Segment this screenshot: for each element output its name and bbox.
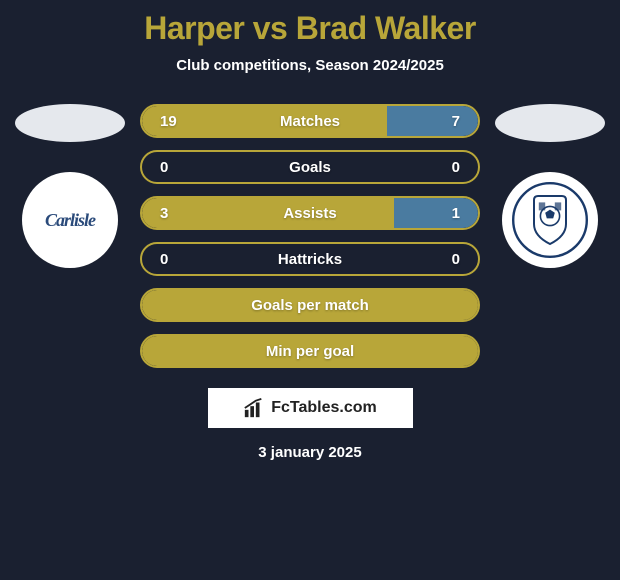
player-photo-right	[495, 104, 605, 142]
stat-label: Hattricks	[192, 251, 428, 268]
club-badge-left: Carlisle	[22, 172, 118, 268]
watermark[interactable]: FcTables.com	[208, 388, 413, 428]
stat-value-left: 0	[142, 251, 192, 268]
stat-bar: 19Matches7	[140, 104, 480, 138]
stat-label: Min per goal	[192, 343, 428, 360]
stat-value-left: 19	[142, 113, 192, 130]
main-row: Carlisle 19Matches70Goals03Assists10Hatt…	[0, 104, 620, 368]
stat-value-left: 0	[142, 159, 192, 176]
stat-label: Goals	[192, 159, 428, 176]
watermark-text: FcTables.com	[271, 399, 377, 417]
page-subtitle: Club competitions, Season 2024/2025	[0, 57, 620, 74]
stat-value-right: 7	[428, 113, 478, 130]
stat-label: Assists	[192, 205, 428, 222]
comparison-widget: Harper vs Brad Walker Club competitions,…	[0, 0, 620, 461]
shield-icon	[510, 180, 590, 260]
chart-icon	[243, 397, 265, 419]
stat-bar: Min per goal	[140, 334, 480, 368]
stat-bar: 3Assists1	[140, 196, 480, 230]
right-column	[490, 104, 610, 268]
stat-label: Matches	[192, 113, 428, 130]
stat-bar: Goals per match	[140, 288, 480, 322]
club-badge-right	[502, 172, 598, 268]
stat-bar: 0Goals0	[140, 150, 480, 184]
stat-value-right: 0	[428, 251, 478, 268]
page-title: Harper vs Brad Walker	[0, 10, 620, 47]
stats-column: 19Matches70Goals03Assists10Hattricks0Goa…	[140, 104, 480, 368]
stat-value-right: 1	[428, 205, 478, 222]
stat-bar: 0Hattricks0	[140, 242, 480, 276]
stat-label: Goals per match	[192, 297, 428, 314]
stat-value-left: 3	[142, 205, 192, 222]
footer-date: 3 january 2025	[0, 444, 620, 461]
stat-value-right: 0	[428, 159, 478, 176]
player-photo-left	[15, 104, 125, 142]
left-column: Carlisle	[10, 104, 130, 268]
